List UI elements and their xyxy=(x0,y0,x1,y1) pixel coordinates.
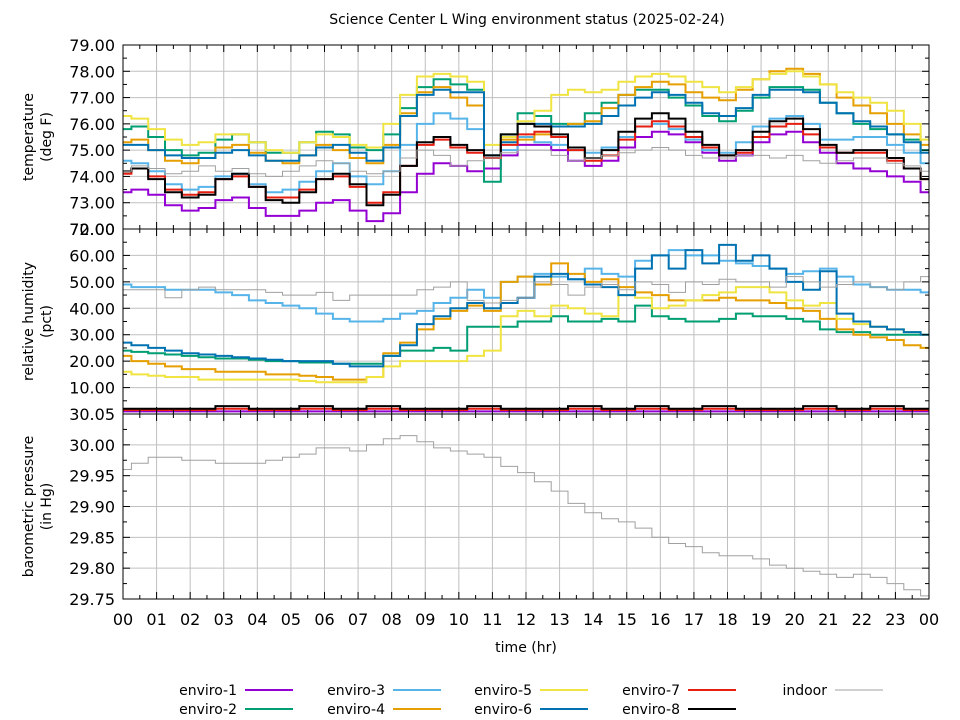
x-tick-label: 04 xyxy=(247,610,267,629)
x-tick-label: 15 xyxy=(617,610,637,629)
legend-item-enviro-1: enviro-1 xyxy=(179,683,293,699)
x-tick-label: 00 xyxy=(113,610,133,629)
x-tick-label: 21 xyxy=(818,610,838,629)
y-tick-label: 78.00 xyxy=(69,62,115,81)
x-tick-label: 07 xyxy=(348,610,368,629)
x-tick-label: 19 xyxy=(751,610,771,629)
x-tick-label: 12 xyxy=(516,610,536,629)
legend-item-enviro-4: enviro-4 xyxy=(327,702,441,718)
legend-item-enviro-5: enviro-5 xyxy=(474,683,588,699)
x-tick-label: 10 xyxy=(449,610,469,629)
legend-item-enviro-7: enviro-7 xyxy=(622,683,736,699)
y-tick-label: 79.00 xyxy=(69,36,115,55)
y-tick-label: 77.00 xyxy=(69,89,115,108)
x-tick-label: 13 xyxy=(549,610,569,629)
y-tick-label: 30.00 xyxy=(69,436,115,455)
y-tick-label: 72.00 xyxy=(69,220,115,239)
legend-label: enviro-6 xyxy=(474,702,532,718)
y-tick-label: 76.00 xyxy=(69,115,115,134)
legend-label: enviro-7 xyxy=(622,683,680,699)
legend-item-indoor: indoor xyxy=(782,683,883,699)
y-tick-label: 70.00 xyxy=(69,220,115,239)
y-tick-label: 30.05 xyxy=(69,405,115,424)
y-tick-label: 73.00 xyxy=(69,194,115,213)
y-axis-title-barometric-pressure: barometric pressure xyxy=(21,436,37,577)
x-tick-label: 03 xyxy=(214,610,234,629)
y-tick-label: 74.00 xyxy=(69,167,115,186)
x-tick-label: 14 xyxy=(583,610,603,629)
x-axis-title: time (hr) xyxy=(495,640,557,656)
x-tick-label: 18 xyxy=(717,610,737,629)
series-barometric-pressure-indoor xyxy=(123,435,929,597)
x-tick-label: 17 xyxy=(684,610,704,629)
legend-label: enviro-1 xyxy=(179,683,237,699)
x-tick-label: 00 xyxy=(919,610,939,629)
y-tick-label: 29.75 xyxy=(69,590,115,609)
y-tick-label: 29.90 xyxy=(69,498,115,517)
legend: enviro-1 enviro-2 enviro-3 enviro-4 enviro-5… xyxy=(179,683,883,718)
legend-item-enviro-3: enviro-3 xyxy=(327,683,441,699)
y-tick-label: 50.00 xyxy=(69,273,115,292)
legend-label: enviro-4 xyxy=(327,702,385,718)
legend-label: enviro-8 xyxy=(622,702,680,718)
x-tick-label: 22 xyxy=(852,610,872,629)
y-tick-label: 60.00 xyxy=(69,246,115,265)
x-tick-label: 11 xyxy=(482,610,502,629)
series-relative-humidity-enviro-7 xyxy=(123,407,929,411)
axes-layer xyxy=(122,44,930,600)
y-axis-subtitle-barometric-pressure: (in Hg) xyxy=(39,483,55,531)
chart-title: Science Center L Wing environment status… xyxy=(329,12,725,28)
series-temperature-indoor xyxy=(123,147,929,177)
x-tick-label: 23 xyxy=(885,610,905,629)
series-relative-humidity-indoor xyxy=(123,276,929,304)
labels-layer: 79.00 78.00 77.00 76.00 75.00 74.00 73.00 72.00… xyxy=(21,36,939,629)
y-tick-label: 29.80 xyxy=(69,559,115,578)
series-relative-humidity-enviro-8 xyxy=(123,405,929,410)
legend-label: enviro-5 xyxy=(474,683,532,699)
legend-item-enviro-6: enviro-6 xyxy=(474,702,588,718)
y-axis-subtitle-temperature: (deg F) xyxy=(39,112,55,162)
series-temperature-enviro-5 xyxy=(123,70,929,154)
x-tick-label: 08 xyxy=(381,610,401,629)
legend-label: enviro-2 xyxy=(179,702,237,718)
x-tick-label: 01 xyxy=(146,610,166,629)
series-temperature-enviro-4 xyxy=(123,67,929,165)
y-tick-label: 75.00 xyxy=(69,141,115,160)
x-tick-label: 20 xyxy=(784,610,804,629)
legend-item-enviro-8: enviro-8 xyxy=(622,702,736,718)
y-tick-label: 30.00 xyxy=(69,326,115,345)
x-tick-label: 05 xyxy=(281,610,301,629)
y-axis-title-relative-humidity: relative humidity xyxy=(21,262,37,381)
x-tick-label: 02 xyxy=(180,610,200,629)
y-tick-label: 29.95 xyxy=(69,467,115,486)
legend-label: indoor xyxy=(782,683,827,699)
x-tick-label: 06 xyxy=(314,610,334,629)
series-layer xyxy=(123,67,929,597)
legend-label: enviro-3 xyxy=(327,683,385,699)
series-relative-humidity-enviro-5 xyxy=(123,286,929,384)
y-axis-subtitle-relative-humidity: (pct) xyxy=(39,305,55,338)
y-axis-title-temperature: temperature xyxy=(21,93,37,181)
x-tick-label: 16 xyxy=(650,610,670,629)
y-tick-label: 29.85 xyxy=(69,528,115,547)
x-tick-label: 09 xyxy=(415,610,435,629)
series-temperature-enviro-1 xyxy=(123,130,929,223)
y-tick-label: 10.00 xyxy=(69,379,115,398)
series-temperature-enviro-8 xyxy=(123,112,929,207)
legend-item-enviro-2: enviro-2 xyxy=(179,702,293,718)
y-tick-label: 40.00 xyxy=(69,299,115,318)
y-tick-label: 20.00 xyxy=(69,352,115,371)
